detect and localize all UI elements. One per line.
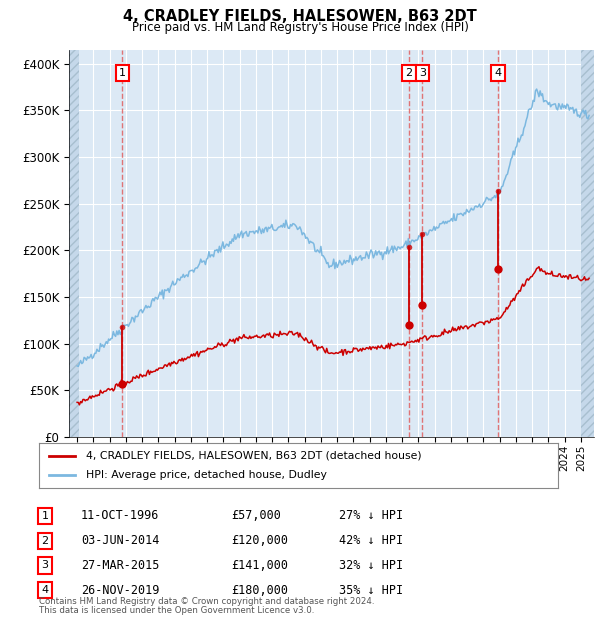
Bar xyxy=(69,50,79,437)
Text: 2: 2 xyxy=(406,68,413,78)
Text: 4: 4 xyxy=(494,68,502,78)
Text: Contains HM Land Registry data © Crown copyright and database right 2024.: Contains HM Land Registry data © Crown c… xyxy=(39,597,374,606)
Text: £180,000: £180,000 xyxy=(231,584,288,596)
Text: 1: 1 xyxy=(119,68,126,78)
Text: £141,000: £141,000 xyxy=(231,559,288,572)
Text: HPI: Average price, detached house, Dudley: HPI: Average price, detached house, Dudl… xyxy=(86,471,326,480)
Text: £57,000: £57,000 xyxy=(231,510,281,522)
Text: 4, CRADLEY FIELDS, HALESOWEN, B63 2DT: 4, CRADLEY FIELDS, HALESOWEN, B63 2DT xyxy=(123,9,477,24)
Text: £120,000: £120,000 xyxy=(231,534,288,547)
Text: 03-JUN-2014: 03-JUN-2014 xyxy=(81,534,160,547)
Text: 1: 1 xyxy=(41,511,49,521)
Text: 11-OCT-1996: 11-OCT-1996 xyxy=(81,510,160,522)
Text: 4, CRADLEY FIELDS, HALESOWEN, B63 2DT (detached house): 4, CRADLEY FIELDS, HALESOWEN, B63 2DT (d… xyxy=(86,451,421,461)
Text: 26-NOV-2019: 26-NOV-2019 xyxy=(81,584,160,596)
Text: 27% ↓ HPI: 27% ↓ HPI xyxy=(339,510,403,522)
Text: This data is licensed under the Open Government Licence v3.0.: This data is licensed under the Open Gov… xyxy=(39,606,314,615)
Text: 35% ↓ HPI: 35% ↓ HPI xyxy=(339,584,403,596)
Text: Price paid vs. HM Land Registry's House Price Index (HPI): Price paid vs. HM Land Registry's House … xyxy=(131,21,469,34)
Text: 3: 3 xyxy=(419,68,425,78)
Text: 3: 3 xyxy=(41,560,49,570)
Text: 27-MAR-2015: 27-MAR-2015 xyxy=(81,559,160,572)
Text: 2: 2 xyxy=(41,536,49,546)
Text: 42% ↓ HPI: 42% ↓ HPI xyxy=(339,534,403,547)
Text: 32% ↓ HPI: 32% ↓ HPI xyxy=(339,559,403,572)
Bar xyxy=(581,50,594,437)
Text: 4: 4 xyxy=(41,585,49,595)
